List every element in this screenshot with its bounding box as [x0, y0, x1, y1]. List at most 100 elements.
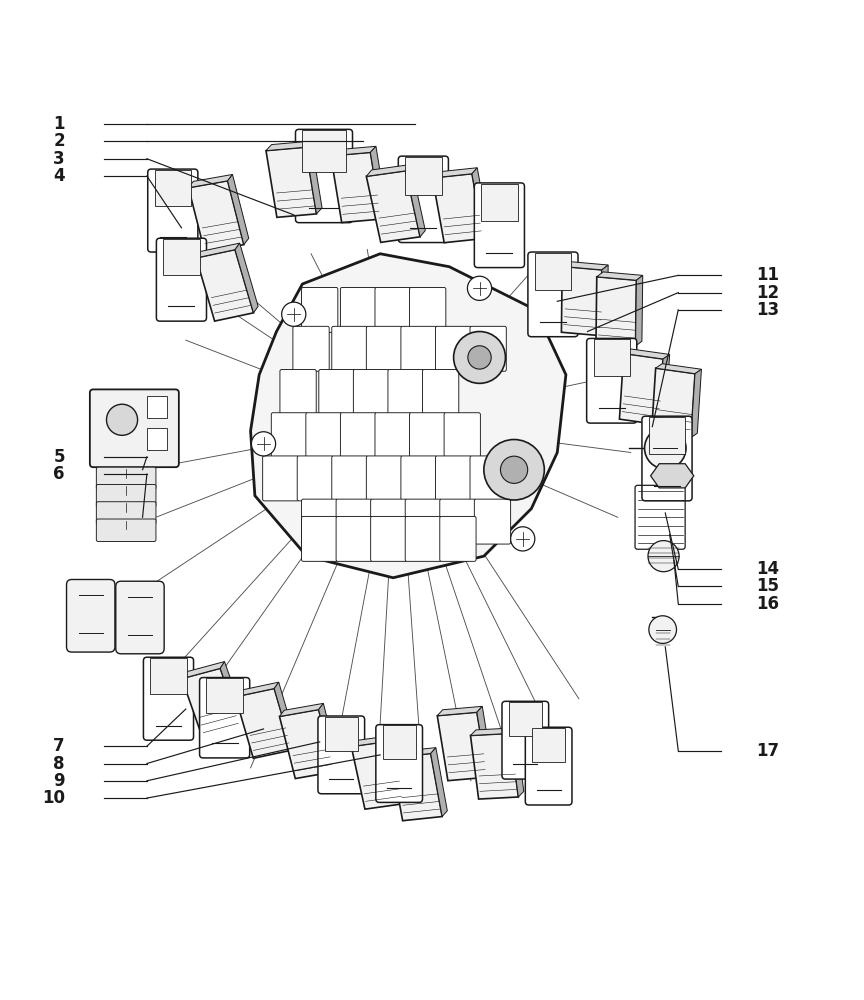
Circle shape: [649, 616, 677, 643]
FancyBboxPatch shape: [444, 413, 480, 458]
Circle shape: [500, 456, 528, 483]
FancyBboxPatch shape: [366, 456, 403, 501]
FancyBboxPatch shape: [375, 287, 411, 332]
Text: 7: 7: [54, 737, 65, 755]
FancyBboxPatch shape: [422, 370, 459, 414]
Polygon shape: [331, 152, 381, 223]
Polygon shape: [391, 748, 435, 758]
Bar: [405, 157, 442, 195]
Text: 14: 14: [756, 560, 779, 578]
Circle shape: [484, 440, 544, 500]
Circle shape: [454, 332, 505, 383]
Polygon shape: [196, 250, 253, 321]
FancyBboxPatch shape: [405, 516, 442, 561]
Circle shape: [511, 527, 535, 551]
FancyBboxPatch shape: [293, 326, 329, 371]
Bar: [206, 678, 243, 713]
Bar: [150, 658, 187, 694]
Circle shape: [645, 427, 686, 469]
Polygon shape: [651, 368, 695, 438]
Text: 2: 2: [54, 132, 65, 150]
Polygon shape: [220, 662, 246, 730]
Polygon shape: [188, 174, 232, 188]
Polygon shape: [352, 735, 396, 747]
Polygon shape: [371, 146, 387, 219]
FancyBboxPatch shape: [474, 499, 511, 544]
Polygon shape: [619, 353, 663, 425]
FancyBboxPatch shape: [528, 252, 578, 337]
FancyBboxPatch shape: [332, 326, 368, 371]
FancyBboxPatch shape: [366, 326, 403, 371]
Polygon shape: [472, 168, 489, 239]
Bar: [481, 184, 518, 221]
Bar: [147, 428, 168, 450]
Polygon shape: [636, 275, 643, 346]
Text: 12: 12: [756, 284, 779, 302]
Polygon shape: [432, 174, 484, 243]
FancyBboxPatch shape: [388, 370, 424, 414]
Circle shape: [648, 541, 679, 572]
FancyBboxPatch shape: [525, 727, 572, 805]
Polygon shape: [691, 369, 702, 438]
FancyBboxPatch shape: [398, 156, 448, 243]
FancyBboxPatch shape: [410, 287, 446, 332]
FancyBboxPatch shape: [302, 499, 338, 544]
Bar: [532, 728, 565, 762]
Polygon shape: [471, 728, 516, 735]
Polygon shape: [437, 712, 487, 781]
Polygon shape: [656, 364, 702, 374]
Polygon shape: [406, 164, 425, 237]
Polygon shape: [366, 164, 411, 176]
Text: 17: 17: [756, 742, 779, 760]
Polygon shape: [562, 266, 602, 336]
Circle shape: [467, 276, 492, 300]
FancyBboxPatch shape: [502, 701, 549, 779]
Text: 16: 16: [756, 595, 779, 613]
Text: 11: 11: [756, 266, 779, 284]
FancyBboxPatch shape: [297, 456, 334, 501]
Polygon shape: [235, 243, 258, 313]
FancyBboxPatch shape: [332, 456, 368, 501]
FancyBboxPatch shape: [353, 370, 390, 414]
Polygon shape: [235, 689, 292, 758]
FancyBboxPatch shape: [200, 678, 250, 758]
FancyBboxPatch shape: [271, 413, 308, 458]
FancyBboxPatch shape: [376, 725, 422, 802]
Polygon shape: [391, 735, 410, 804]
Polygon shape: [430, 748, 448, 817]
FancyBboxPatch shape: [97, 467, 156, 490]
Polygon shape: [279, 710, 334, 779]
Polygon shape: [366, 171, 420, 242]
Polygon shape: [432, 168, 477, 178]
Text: 10: 10: [41, 789, 65, 807]
Bar: [594, 339, 630, 376]
FancyBboxPatch shape: [148, 169, 198, 252]
Polygon shape: [658, 354, 670, 425]
Text: 3: 3: [54, 150, 65, 168]
Bar: [302, 130, 346, 172]
Polygon shape: [181, 668, 242, 741]
FancyBboxPatch shape: [295, 129, 353, 223]
FancyBboxPatch shape: [371, 516, 407, 561]
Bar: [163, 239, 200, 275]
Polygon shape: [279, 703, 323, 716]
FancyBboxPatch shape: [97, 519, 156, 541]
Polygon shape: [306, 141, 322, 214]
FancyBboxPatch shape: [470, 326, 506, 371]
Text: 9: 9: [54, 772, 65, 790]
Polygon shape: [274, 682, 296, 750]
Polygon shape: [510, 728, 524, 797]
Polygon shape: [266, 141, 311, 151]
Text: 15: 15: [756, 577, 779, 595]
FancyBboxPatch shape: [319, 370, 355, 414]
FancyBboxPatch shape: [306, 413, 342, 458]
FancyBboxPatch shape: [440, 516, 476, 561]
FancyBboxPatch shape: [410, 413, 446, 458]
FancyBboxPatch shape: [375, 413, 411, 458]
FancyBboxPatch shape: [67, 579, 115, 652]
Text: 4: 4: [54, 167, 65, 185]
Polygon shape: [471, 733, 518, 799]
Circle shape: [251, 432, 276, 456]
Text: 8: 8: [54, 755, 65, 773]
Polygon shape: [624, 349, 670, 359]
